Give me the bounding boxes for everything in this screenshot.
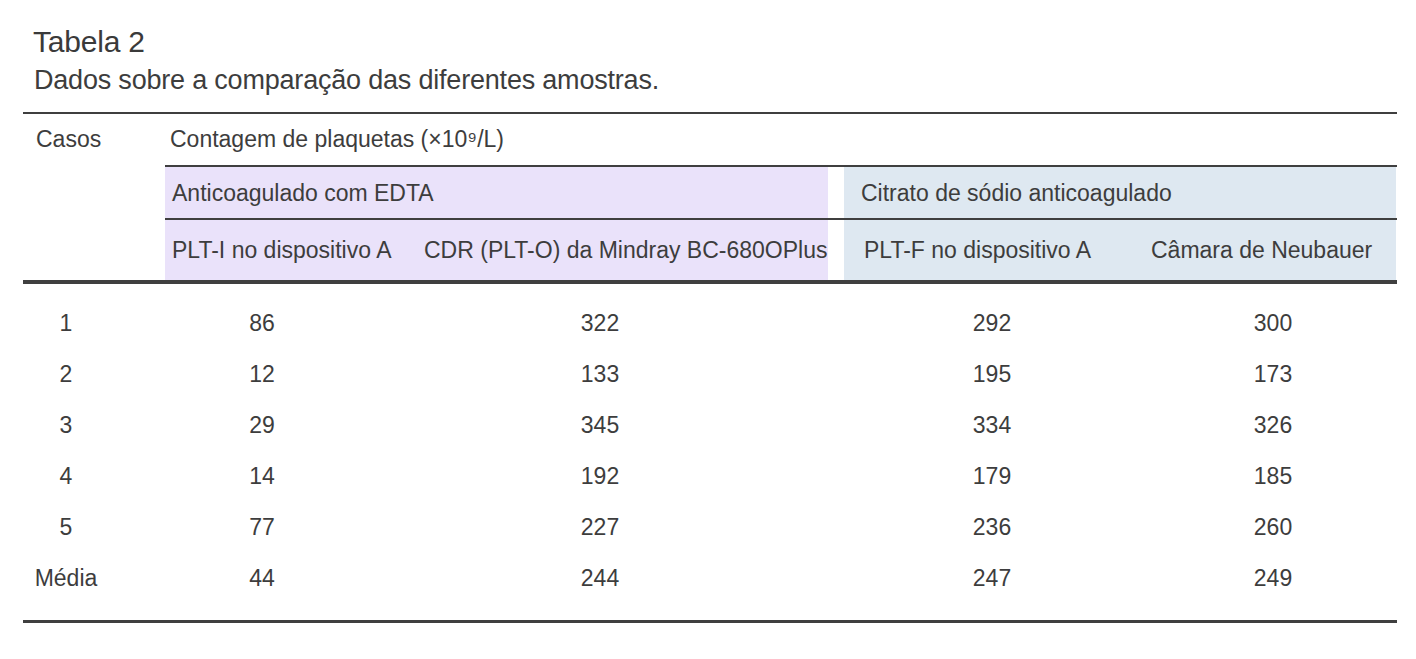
value-cell: 247 bbox=[973, 553, 1011, 603]
value-cell: 236 bbox=[973, 502, 1011, 552]
column-header-plt-f: PLT-F no dispositivo A bbox=[864, 220, 1091, 280]
table-row: 2 12 133 195 173 bbox=[0, 349, 1416, 399]
table-title: Tabela 2 bbox=[33, 25, 145, 59]
group-header-edta: Anticoagulado com EDTA bbox=[172, 168, 434, 218]
table-figure: Tabela 2 Dados sobre a comparação das di… bbox=[0, 0, 1416, 659]
table-row: 3 29 345 334 326 bbox=[0, 400, 1416, 450]
value-cell: 12 bbox=[249, 349, 275, 399]
table-caption: Dados sobre a comparação das diferentes … bbox=[34, 65, 659, 96]
value-cell: 249 bbox=[1254, 553, 1292, 603]
column-header-cdr-mindray: CDR (PLT-O) da Mindray BC-680OPlus bbox=[424, 220, 827, 280]
value-cell: 300 bbox=[1254, 298, 1292, 348]
table-rule-header-bottom bbox=[23, 280, 1397, 284]
value-cell: 334 bbox=[973, 400, 1011, 450]
value-cell: 133 bbox=[581, 349, 619, 399]
header-casos: Casos bbox=[36, 112, 101, 166]
value-cell: 326 bbox=[1254, 400, 1292, 450]
value-cell: 192 bbox=[581, 451, 619, 501]
value-cell: 77 bbox=[249, 502, 275, 552]
value-cell: 345 bbox=[581, 400, 619, 450]
table-rule-bottom bbox=[23, 620, 1397, 623]
group-header-citrato: Citrato de sódio anticoagulado bbox=[861, 168, 1172, 218]
value-cell: 44 bbox=[249, 553, 275, 603]
value-cell: 173 bbox=[1254, 349, 1292, 399]
caso-cell: 2 bbox=[60, 349, 73, 399]
value-cell: 227 bbox=[581, 502, 619, 552]
column-header-neubauer: Câmara de Neubauer bbox=[1151, 220, 1372, 280]
value-cell: 86 bbox=[249, 298, 275, 348]
table-row: 5 77 227 236 260 bbox=[0, 502, 1416, 552]
header-contagem-plaquetas: Contagem de plaquetas (×10⁹/L) bbox=[170, 112, 504, 166]
caso-cell: 1 bbox=[60, 298, 73, 348]
value-cell: 179 bbox=[973, 451, 1011, 501]
caso-cell: 4 bbox=[60, 451, 73, 501]
value-cell: 322 bbox=[581, 298, 619, 348]
caso-cell: 3 bbox=[60, 400, 73, 450]
value-cell: 185 bbox=[1254, 451, 1292, 501]
caso-cell: Média bbox=[35, 553, 98, 603]
value-cell: 244 bbox=[581, 553, 619, 603]
caso-cell: 5 bbox=[60, 502, 73, 552]
value-cell: 292 bbox=[973, 298, 1011, 348]
value-cell: 14 bbox=[249, 451, 275, 501]
table-row: 4 14 192 179 185 bbox=[0, 451, 1416, 501]
table-row: 1 86 322 292 300 bbox=[0, 298, 1416, 348]
column-header-plt-i: PLT-I no dispositivo A bbox=[172, 220, 391, 280]
table-row-media: Média 44 244 247 249 bbox=[0, 553, 1416, 603]
value-cell: 260 bbox=[1254, 502, 1292, 552]
value-cell: 195 bbox=[973, 349, 1011, 399]
value-cell: 29 bbox=[249, 400, 275, 450]
